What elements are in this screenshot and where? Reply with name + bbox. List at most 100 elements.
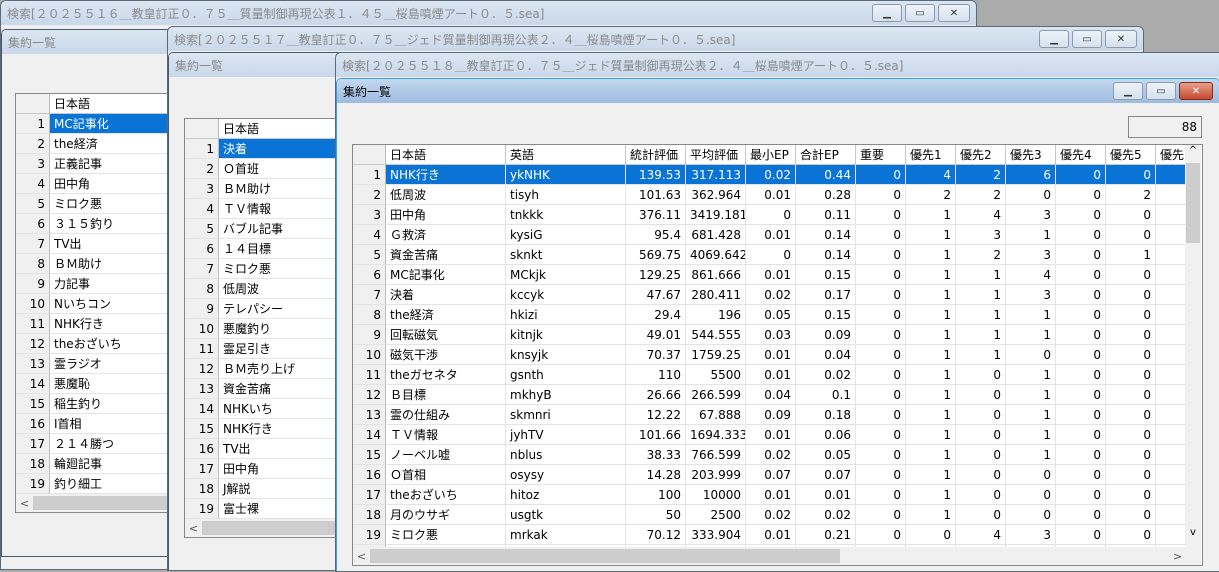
table-row[interactable]: 2 the経済 [16,134,170,154]
table-row[interactable]: 8 the経済 hkizi 29.4 196 0.05 0.15 0 1 1 1 0 0 [353,305,1187,325]
chevron-left-icon[interactable]: < [19,496,30,510]
table-row[interactable]: 11 theガセネタ gsnth 110 5500 0.01 0.02 0 1 0 1 0 0 [353,365,1187,385]
header-row[interactable]: 日本語 英語 統計評価 平均評価 最小EP 合計EP 重要 優先1 優先2 優先3 優先4 優先5 優先 [353,145,1187,165]
column-header[interactable]: 重要 [856,145,906,165]
table-row[interactable]: 4 Ｇ救済 kysiG 95.4 681.428 0.01 0.14 0 1 3 1 0 0 [353,225,1187,245]
window-title-bar[interactable]: 検索[２０２５５１８＿教皇訂正０．７５＿ジェド質量制御再現公表２．４＿桜島噴煙ア… [336,53,1219,77]
table-row[interactable]: 1 決着 [185,139,339,159]
table-row[interactable]: 7 決着 kccyk 47.67 280.411 0.02 0.17 0 1 1 3 0 0 [353,285,1187,305]
scroll-thumb[interactable] [202,521,367,535]
chevron-down-icon[interactable]: v [1190,527,1196,538]
column-header[interactable]: 日本語 [219,119,339,139]
table-row[interactable]: 8 ＢＭ助け [16,254,170,274]
vertical-scrollbar[interactable]: ^ v [1185,145,1201,565]
table-row[interactable]: 10 悪魔釣り [185,319,339,339]
table-row[interactable]: 14 ＴＶ情報 jyhTV 101.66 1694.333 0.01 0.06 0 1 0 1 0 0 [353,425,1187,445]
minimize-icon[interactable]: ▁ [872,4,902,22]
corner-cell[interactable] [353,145,386,165]
table-row[interactable]: 16 TV出 [185,439,339,459]
table-row[interactable]: 13 資金苦痛 [185,379,339,399]
minimize-icon[interactable]: ▁ [1039,30,1069,48]
close-icon[interactable]: ✕ [1105,30,1137,48]
table-row[interactable]: 7 ミロク悪 [185,259,339,279]
chevron-left-icon[interactable]: < [188,521,199,535]
column-header[interactable]: 優先5 [1106,145,1156,165]
close-icon[interactable]: ✕ [938,4,970,22]
window-title-bar[interactable]: 検索[２０２５５１６＿教皇訂正０．７５＿質量制御再現公表１．４５＿桜島噴煙アート… [1,1,976,25]
table-row[interactable]: 13 霊ラジオ [16,354,170,374]
corner-cell[interactable] [16,94,50,114]
table-row[interactable]: 1 NHK行き ykNHK 139.53 317.113 0.02 0.44 0 4 2 6 0 0 [353,165,1187,185]
horizontal-scrollbar[interactable]: < > [353,547,1186,565]
table-row[interactable]: 17 theおざいち hitoz 100 10000 0.01 0.01 0 1 0 0 0 0 [353,485,1187,505]
minimize-icon[interactable]: ▁ [1113,82,1143,100]
child-title-bar[interactable]: 集約一覧 [169,53,367,77]
column-header[interactable]: 英語 [506,145,626,165]
table-row[interactable]: 13 霊の仕組み skmnri 12.22 67.888 0.09 0.18 0 1 0 1 0 0 [353,405,1187,425]
chevron-up-icon[interactable]: ^ [1188,145,1198,156]
column-header[interactable]: 平均評価 [686,145,746,165]
child-title-bar[interactable]: 集約一覧 ▁ ▭ ✕ [337,79,1219,103]
maximize-icon[interactable]: ▭ [1072,30,1102,48]
table-row[interactable]: 12 Ｂ目標 mkhyB 26.66 266.599 0.04 0.1 0 1 0 1 0 0 [353,385,1187,405]
table-row[interactable]: 17 ２１４勝つ [16,434,170,454]
maximize-icon[interactable]: ▭ [1146,82,1176,100]
column-header[interactable]: 優先3 [1006,145,1056,165]
table-row[interactable]: 3 田中角 tnkkk 376.11 3419.181 0 0.11 0 1 4 3 0 0 [353,205,1187,225]
table-row[interactable]: 17 田中角 [185,459,339,479]
table-row[interactable]: 7 TV出 [16,234,170,254]
table-row[interactable]: 12 theおざいち [16,334,170,354]
table-row[interactable]: 19 釣り細工 [16,474,170,494]
table-row[interactable]: 15 稲生釣り [16,394,170,414]
table-row[interactable]: 10 Nいちコン [16,294,170,314]
table-row[interactable]: 9 テレパシー [185,299,339,319]
summary-grid[interactable]: 日本語 英語 統計評価 平均評価 最小EP 合計EP 重要 優先1 優先2 優先3 優先4 優先5 優先… [352,144,1203,566]
table-row[interactable]: 16 Ｏ首相 osysy 14.28 203.999 0.07 0.07 0 1 0 0 0 0 [353,465,1187,485]
maximize-icon[interactable]: ▭ [905,4,935,22]
column-header[interactable]: 優先 [1156,145,1187,165]
header-row[interactable]: 日本語 [185,119,339,139]
table-row[interactable]: 2 Ｏ首班 [185,159,339,179]
column-header[interactable]: 最小EP [746,145,796,165]
horizontal-scrollbar[interactable]: < [185,519,367,537]
chevron-right-icon[interactable]: > [1172,549,1183,563]
scroll-thumb[interactable] [33,496,200,510]
header-row[interactable]: 日本語 [16,94,170,114]
table-row[interactable]: 14 NHKいち [185,399,339,419]
table-row[interactable]: 10 磁気干渉 knsyjk 70.37 1759.25 0.01 0.04 0 1 1 0 0 0 [353,345,1187,365]
table-row[interactable]: 19 ミロク悪 mrkak 70.12 333.904 0.01 0.21 0 0 4 3 0 0 [353,525,1187,545]
table-row[interactable]: 6 ３１５釣り [16,214,170,234]
scroll-thumb[interactable] [1186,163,1200,243]
table-row[interactable]: 3 ＢＭ助け [185,179,339,199]
table-row[interactable]: 11 霊足引き [185,339,339,359]
table-row[interactable]: 14 悪魔恥 [16,374,170,394]
table-row[interactable]: 15 ノーベル嘘 nblus 38.33 766.599 0.02 0.05 0 1 0 1 0 0 [353,445,1187,465]
table-row[interactable]: 5 バブル記事 [185,219,339,239]
table-row[interactable]: 9 力記事 [16,274,170,294]
table-row[interactable]: 18 J解説 [185,479,339,499]
table-row[interactable]: 4 田中角 [16,174,170,194]
table-row[interactable]: 9 回転磁気 kitnjk 49.01 544.555 0.03 0.09 0 1 1 1 0 0 [353,325,1187,345]
column-header[interactable]: 日本語 [386,145,506,165]
table-row[interactable]: 2 低周波 tisyh 101.63 362.964 0.01 0.28 0 2 2 0 0 2 [353,185,1187,205]
table-row[interactable]: 18 輪廻記事 [16,454,170,474]
column-header[interactable]: 日本語 [50,94,170,114]
chevron-left-icon[interactable]: < [356,549,367,563]
table-row[interactable]: 1 MC記事化 [16,114,170,134]
scroll-thumb[interactable] [370,549,840,563]
table-row[interactable]: 6 MC記事化 MCkjk 129.25 861.666 0.01 0.15 0 1 1 4 0 0 [353,265,1187,285]
table-row[interactable]: 12 ＢＭ売り上げ [185,359,339,379]
table-row[interactable]: 11 NHK行き [16,314,170,334]
horizontal-scrollbar[interactable]: < [16,494,200,512]
column-header[interactable]: 優先2 [956,145,1006,165]
column-header[interactable]: 優先4 [1056,145,1106,165]
table-row[interactable]: 6 １４目標 [185,239,339,259]
window-title-bar[interactable]: 検索[２０２５５１７＿教皇訂正０．７５＿ジェド質量制御再現公表２．４＿桜島噴煙ア… [168,27,1143,51]
table-row[interactable]: 5 資金苦痛 sknkt 569.75 4069.642 0 0.14 0 1 2 3 0 1 [353,245,1187,265]
table-row[interactable]: 3 正義記事 [16,154,170,174]
column-header[interactable]: 統計評価 [626,145,686,165]
close-icon[interactable]: ✕ [1179,82,1213,100]
table-row[interactable]: 19 富士裸 [185,499,339,519]
table-row[interactable]: 16 I首相 [16,414,170,434]
corner-cell[interactable] [185,119,219,139]
